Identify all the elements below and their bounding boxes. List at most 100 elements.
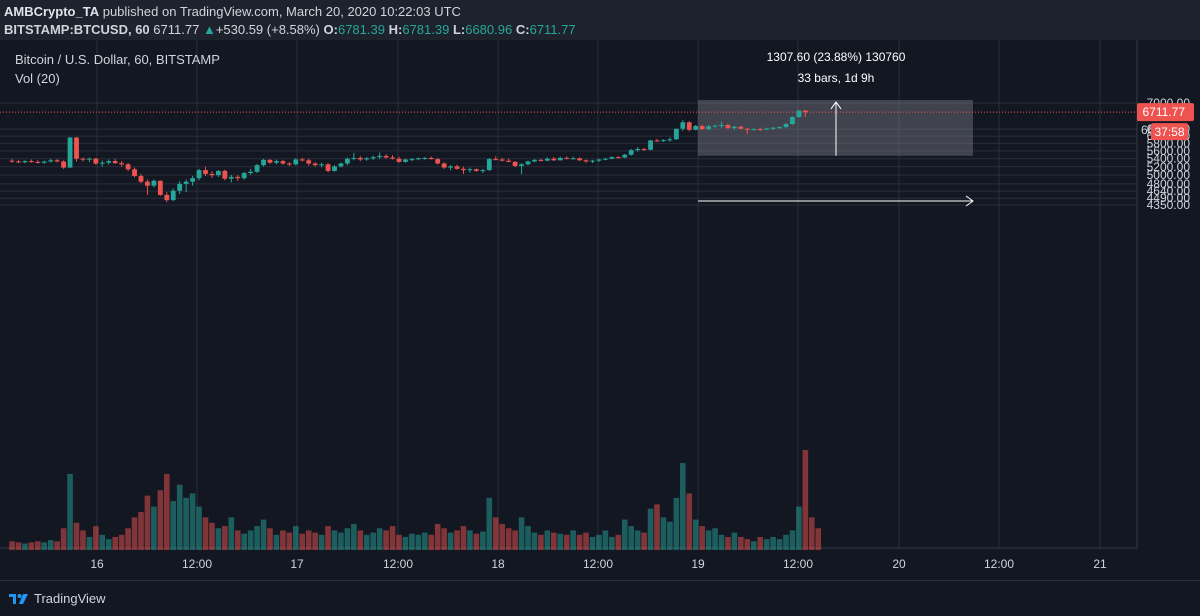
candle[interactable]	[151, 179, 157, 188]
candle[interactable]	[112, 159, 118, 164]
candle[interactable]	[80, 157, 86, 162]
candle[interactable]	[525, 160, 531, 166]
candle[interactable]	[777, 126, 782, 130]
candle[interactable]	[274, 159, 279, 165]
candle[interactable]	[648, 139, 653, 151]
candle[interactable]	[35, 160, 41, 164]
candle[interactable]	[267, 159, 273, 164]
candle[interactable]	[699, 124, 705, 131]
candle[interactable]	[345, 157, 350, 166]
candle[interactable]	[454, 164, 460, 170]
candle[interactable]	[299, 157, 305, 162]
candle[interactable]	[551, 157, 557, 162]
candle[interactable]	[377, 152, 383, 160]
candle[interactable]	[93, 157, 99, 165]
candle[interactable]	[216, 170, 221, 177]
candle[interactable]	[474, 168, 479, 172]
candle[interactable]	[351, 152, 357, 161]
candle[interactable]	[286, 162, 292, 166]
candle[interactable]	[403, 158, 408, 163]
candle[interactable]	[54, 159, 60, 163]
candle[interactable]	[661, 139, 666, 142]
candle[interactable]	[332, 165, 337, 172]
candle[interactable]	[87, 157, 92, 162]
candle[interactable]	[725, 123, 731, 130]
candle[interactable]	[783, 122, 789, 129]
candle[interactable]	[635, 147, 641, 152]
candle[interactable]	[312, 162, 318, 167]
candle[interactable]	[686, 121, 692, 132]
candle[interactable]	[557, 156, 563, 161]
candle[interactable]	[28, 159, 34, 163]
candle[interactable]	[544, 157, 550, 162]
candle[interactable]	[145, 179, 150, 195]
candle[interactable]	[615, 156, 621, 159]
candle[interactable]	[441, 162, 447, 169]
candle[interactable]	[570, 156, 576, 160]
candle[interactable]	[628, 149, 634, 156]
candle[interactable]	[67, 136, 73, 169]
candle[interactable]	[751, 128, 757, 131]
candle[interactable]	[228, 174, 234, 183]
candle[interactable]	[532, 159, 537, 163]
candle[interactable]	[99, 160, 105, 167]
candle[interactable]	[732, 125, 737, 130]
candle[interactable]	[512, 161, 518, 168]
candle[interactable]	[106, 159, 112, 165]
candle[interactable]	[480, 168, 486, 174]
candle[interactable]	[422, 157, 428, 160]
candle[interactable]	[654, 139, 660, 142]
candle[interactable]	[519, 163, 524, 175]
candle[interactable]	[254, 163, 260, 174]
author-name[interactable]: AMBCrypto_TA	[4, 4, 100, 19]
candle[interactable]	[577, 157, 582, 162]
candle[interactable]	[41, 160, 47, 164]
candle[interactable]	[583, 159, 589, 163]
candle[interactable]	[802, 109, 808, 118]
candle[interactable]	[693, 125, 699, 131]
candle[interactable]	[706, 125, 711, 130]
footer-brand[interactable]: TradingView	[34, 591, 106, 606]
candle[interactable]	[235, 175, 241, 181]
candle[interactable]	[164, 192, 170, 203]
candle[interactable]	[132, 167, 137, 178]
candle[interactable]	[293, 158, 299, 166]
candle[interactable]	[183, 179, 189, 193]
candle[interactable]	[338, 162, 344, 168]
candle[interactable]	[157, 180, 163, 196]
candle[interactable]	[48, 158, 54, 163]
candle[interactable]	[222, 169, 228, 181]
candle[interactable]	[757, 127, 763, 131]
candle[interactable]	[712, 124, 718, 128]
candle[interactable]	[325, 163, 331, 173]
candle[interactable]	[177, 181, 183, 194]
candle[interactable]	[9, 159, 15, 163]
candle[interactable]	[467, 167, 473, 173]
candle[interactable]	[428, 156, 434, 160]
candle[interactable]	[415, 157, 421, 161]
candle[interactable]	[590, 159, 595, 164]
candle[interactable]	[370, 155, 376, 160]
candle[interactable]	[261, 158, 266, 167]
candle[interactable]	[667, 137, 673, 142]
candle[interactable]	[603, 157, 608, 161]
candle[interactable]	[596, 158, 602, 162]
candle[interactable]	[364, 157, 370, 161]
candle[interactable]	[22, 160, 28, 164]
candle[interactable]	[493, 156, 499, 161]
candle[interactable]	[306, 158, 312, 166]
candle[interactable]	[764, 127, 770, 131]
candle[interactable]	[74, 136, 79, 162]
candle[interactable]	[203, 166, 208, 177]
candle[interactable]	[138, 173, 144, 184]
candle[interactable]	[170, 188, 176, 202]
candle[interactable]	[390, 155, 395, 160]
candle[interactable]	[770, 127, 776, 130]
candle[interactable]	[796, 109, 802, 118]
candle[interactable]	[435, 157, 441, 165]
candle[interactable]	[461, 166, 466, 174]
candle[interactable]	[673, 128, 679, 140]
candle[interactable]	[790, 116, 795, 125]
candle[interactable]	[499, 157, 505, 162]
